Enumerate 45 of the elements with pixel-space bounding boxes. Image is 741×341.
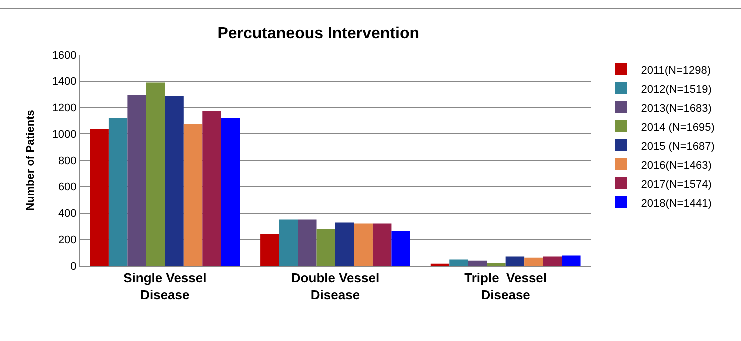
y-tick-label: 1200 (52, 102, 77, 115)
legend-label: 2013(N=1683) (641, 102, 712, 115)
bar (543, 256, 562, 266)
bar (165, 96, 184, 266)
bar (336, 222, 354, 266)
y-tick-label: 1400 (52, 76, 77, 88)
bar (279, 220, 298, 266)
bar (146, 82, 166, 266)
bar (487, 262, 506, 266)
bar (506, 256, 525, 266)
y-tick-label: 200 (58, 234, 77, 246)
bar (372, 224, 392, 266)
legend-label: 2018(N=1441) (641, 198, 712, 210)
legend-label: 2012(N=1519) (641, 84, 712, 96)
bar (316, 228, 336, 266)
y-tick-label: 1600 (52, 50, 77, 62)
bar (392, 231, 410, 266)
bar (90, 130, 109, 266)
x-tick-label: Triple Vessel Disease (464, 270, 548, 302)
legend-label: 2016(N=1463) (641, 160, 712, 172)
legend-label: 2017(N=1574) (641, 178, 712, 191)
bar (468, 260, 488, 266)
chart-title: Percutaneous Intervention (218, 25, 420, 42)
bar (221, 118, 240, 266)
bar (450, 260, 468, 266)
y-axis-title: Number of Patients (24, 110, 37, 211)
x-tick-label: Single Vessel Disease (124, 270, 207, 302)
bar (562, 256, 581, 266)
y-tick-label: 800 (58, 155, 77, 168)
legend-label: 2014 (N=1695) (641, 122, 715, 134)
bar (354, 224, 373, 266)
y-tick-label: 1000 (52, 128, 77, 141)
y-tick-label: 600 (58, 182, 77, 194)
bar (128, 95, 146, 266)
legend-label: 2015 (N=1687) (641, 140, 715, 153)
legend-label: 2011(N=1298) (641, 64, 712, 77)
bar (298, 220, 317, 266)
y-tick-label: 400 (58, 208, 77, 220)
bar (260, 234, 280, 266)
bar (202, 111, 222, 266)
y-tick-label: 0 (70, 260, 77, 273)
bar (108, 118, 128, 266)
bar (524, 258, 544, 266)
bar (184, 124, 203, 266)
x-tick-label: Double Vessel Disease (291, 270, 380, 302)
